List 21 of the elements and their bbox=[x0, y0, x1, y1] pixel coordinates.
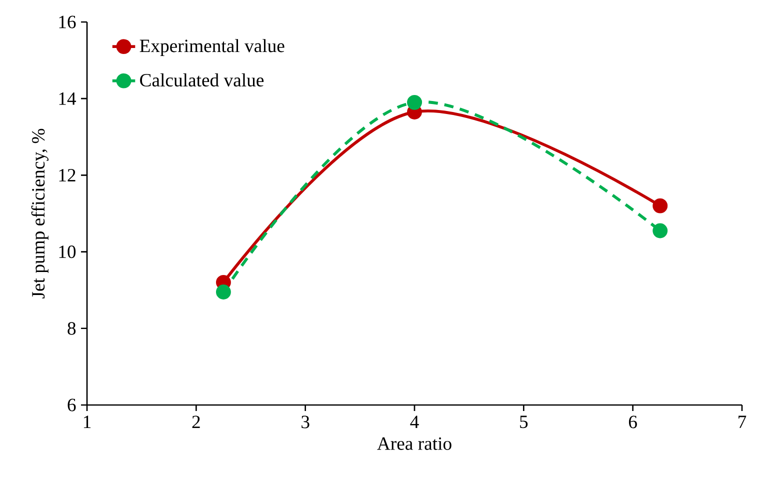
y-tick-label: 12 bbox=[59, 169, 76, 182]
point bbox=[216, 284, 231, 300]
legend-label: Calculated value bbox=[140, 73, 264, 87]
point bbox=[652, 223, 668, 238]
y-tick-label: 10 bbox=[59, 245, 76, 258]
x-tick-label: 1 bbox=[84, 416, 91, 428]
y-tick-label: 14 bbox=[59, 92, 76, 105]
y-tick-label: 8 bbox=[68, 322, 76, 335]
y-axis-title: Jet pump efficiency, % bbox=[31, 128, 48, 298]
y-tick-label: 16 bbox=[59, 16, 76, 28]
x-tick-label: 4 bbox=[410, 416, 419, 428]
x-tick-label: 7 bbox=[738, 416, 746, 428]
point bbox=[407, 94, 422, 110]
x-tick-label: 5 bbox=[520, 416, 528, 428]
point bbox=[652, 198, 668, 214]
y-tick-label: 6 bbox=[68, 398, 76, 412]
x-tick-label: 3 bbox=[302, 416, 310, 428]
x-tick-label: 6 bbox=[628, 416, 637, 428]
legend-label: Experimental value bbox=[140, 39, 284, 56]
x-tick-label: 2 bbox=[192, 416, 200, 428]
x-axis-title: Area ratio bbox=[377, 437, 452, 450]
